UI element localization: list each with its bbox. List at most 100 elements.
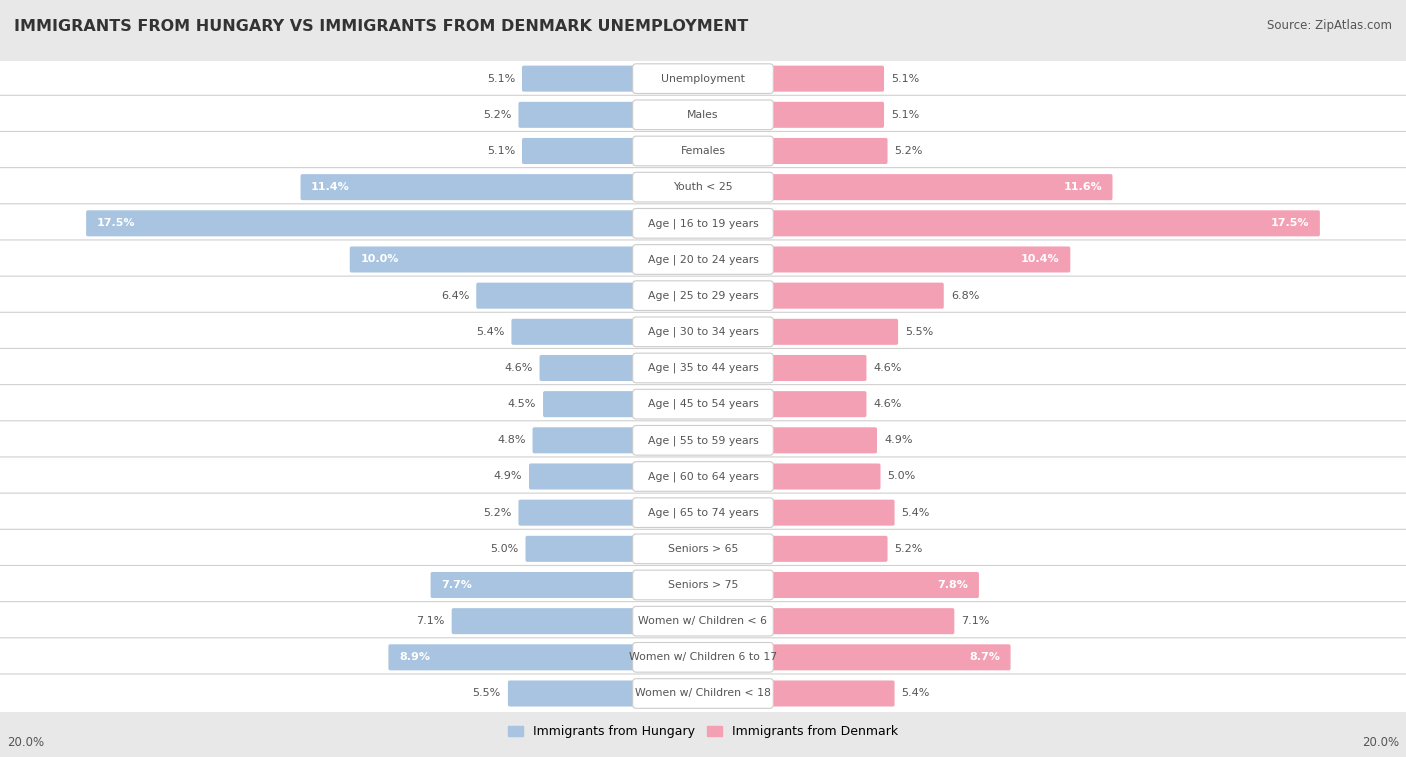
Text: 5.5%: 5.5% <box>472 689 501 699</box>
FancyBboxPatch shape <box>529 463 638 490</box>
Text: 7.1%: 7.1% <box>416 616 444 626</box>
FancyBboxPatch shape <box>768 463 880 490</box>
FancyBboxPatch shape <box>0 59 1406 98</box>
Text: Women w/ Children 6 to 17: Women w/ Children 6 to 17 <box>628 653 778 662</box>
FancyBboxPatch shape <box>0 132 1406 170</box>
FancyBboxPatch shape <box>540 355 638 381</box>
Text: 4.9%: 4.9% <box>494 472 522 481</box>
FancyBboxPatch shape <box>768 427 877 453</box>
FancyBboxPatch shape <box>768 536 887 562</box>
Text: Women w/ Children < 6: Women w/ Children < 6 <box>638 616 768 626</box>
Text: 8.9%: 8.9% <box>399 653 430 662</box>
FancyBboxPatch shape <box>768 681 894 706</box>
Text: Youth < 25: Youth < 25 <box>673 182 733 192</box>
FancyBboxPatch shape <box>0 385 1406 424</box>
FancyBboxPatch shape <box>768 174 1112 200</box>
FancyBboxPatch shape <box>768 644 1011 671</box>
Text: 4.9%: 4.9% <box>884 435 912 445</box>
FancyBboxPatch shape <box>633 643 773 672</box>
FancyBboxPatch shape <box>768 210 1320 236</box>
FancyBboxPatch shape <box>633 354 773 383</box>
FancyBboxPatch shape <box>633 389 773 419</box>
Text: 4.6%: 4.6% <box>873 363 901 373</box>
Text: 5.2%: 5.2% <box>484 110 512 120</box>
FancyBboxPatch shape <box>633 64 773 93</box>
Text: 10.4%: 10.4% <box>1021 254 1060 264</box>
Text: 5.4%: 5.4% <box>901 508 929 518</box>
Text: Age | 60 to 64 years: Age | 60 to 64 years <box>648 472 758 481</box>
Text: Women w/ Children < 18: Women w/ Children < 18 <box>636 689 770 699</box>
Text: Seniors > 75: Seniors > 75 <box>668 580 738 590</box>
FancyBboxPatch shape <box>388 644 638 671</box>
FancyBboxPatch shape <box>633 136 773 166</box>
Text: 5.2%: 5.2% <box>894 146 922 156</box>
FancyBboxPatch shape <box>0 457 1406 496</box>
FancyBboxPatch shape <box>768 355 866 381</box>
FancyBboxPatch shape <box>0 276 1406 315</box>
Text: 5.1%: 5.1% <box>486 73 515 83</box>
FancyBboxPatch shape <box>350 247 638 273</box>
Text: Age | 20 to 24 years: Age | 20 to 24 years <box>648 254 758 265</box>
Text: 5.0%: 5.0% <box>887 472 915 481</box>
FancyBboxPatch shape <box>301 174 638 200</box>
FancyBboxPatch shape <box>0 313 1406 351</box>
FancyBboxPatch shape <box>768 282 943 309</box>
FancyBboxPatch shape <box>0 638 1406 677</box>
FancyBboxPatch shape <box>0 529 1406 569</box>
FancyBboxPatch shape <box>768 391 866 417</box>
Text: 4.5%: 4.5% <box>508 399 536 409</box>
Text: IMMIGRANTS FROM HUNGARY VS IMMIGRANTS FROM DENMARK UNEMPLOYMENT: IMMIGRANTS FROM HUNGARY VS IMMIGRANTS FR… <box>14 19 748 34</box>
FancyBboxPatch shape <box>0 240 1406 279</box>
Text: 10.0%: 10.0% <box>360 254 399 264</box>
Text: 5.2%: 5.2% <box>894 544 922 554</box>
Text: Age | 65 to 74 years: Age | 65 to 74 years <box>648 507 758 518</box>
Text: Age | 45 to 54 years: Age | 45 to 54 years <box>648 399 758 410</box>
FancyBboxPatch shape <box>768 101 884 128</box>
FancyBboxPatch shape <box>0 565 1406 605</box>
FancyBboxPatch shape <box>0 421 1406 459</box>
FancyBboxPatch shape <box>0 602 1406 640</box>
Text: Females: Females <box>681 146 725 156</box>
Text: 5.2%: 5.2% <box>484 508 512 518</box>
FancyBboxPatch shape <box>768 608 955 634</box>
FancyBboxPatch shape <box>512 319 638 345</box>
FancyBboxPatch shape <box>768 138 887 164</box>
Text: 20.0%: 20.0% <box>1362 737 1399 749</box>
Text: Age | 25 to 29 years: Age | 25 to 29 years <box>648 291 758 301</box>
Text: 8.7%: 8.7% <box>969 653 1000 662</box>
FancyBboxPatch shape <box>533 427 638 453</box>
Legend: Immigrants from Hungary, Immigrants from Denmark: Immigrants from Hungary, Immigrants from… <box>503 720 903 743</box>
Text: Age | 30 to 34 years: Age | 30 to 34 years <box>648 326 758 337</box>
FancyBboxPatch shape <box>477 282 638 309</box>
FancyBboxPatch shape <box>768 500 894 525</box>
FancyBboxPatch shape <box>86 210 638 236</box>
FancyBboxPatch shape <box>0 674 1406 713</box>
Text: 5.5%: 5.5% <box>905 327 934 337</box>
FancyBboxPatch shape <box>0 348 1406 388</box>
Text: 7.1%: 7.1% <box>962 616 990 626</box>
FancyBboxPatch shape <box>526 536 638 562</box>
FancyBboxPatch shape <box>633 317 773 347</box>
FancyBboxPatch shape <box>0 493 1406 532</box>
Text: 11.4%: 11.4% <box>311 182 350 192</box>
FancyBboxPatch shape <box>633 498 773 528</box>
FancyBboxPatch shape <box>633 173 773 202</box>
FancyBboxPatch shape <box>451 608 638 634</box>
Text: 4.6%: 4.6% <box>505 363 533 373</box>
FancyBboxPatch shape <box>633 281 773 310</box>
Text: 6.4%: 6.4% <box>441 291 470 301</box>
FancyBboxPatch shape <box>430 572 638 598</box>
Text: 4.8%: 4.8% <box>496 435 526 445</box>
Text: 20.0%: 20.0% <box>7 737 44 749</box>
FancyBboxPatch shape <box>519 500 638 525</box>
Text: Unemployment: Unemployment <box>661 73 745 83</box>
FancyBboxPatch shape <box>633 606 773 636</box>
FancyBboxPatch shape <box>768 319 898 345</box>
FancyBboxPatch shape <box>768 572 979 598</box>
Text: 17.5%: 17.5% <box>97 218 135 229</box>
Text: 5.1%: 5.1% <box>486 146 515 156</box>
Text: Age | 16 to 19 years: Age | 16 to 19 years <box>648 218 758 229</box>
Text: Seniors > 65: Seniors > 65 <box>668 544 738 554</box>
Text: Age | 35 to 44 years: Age | 35 to 44 years <box>648 363 758 373</box>
Text: 5.1%: 5.1% <box>891 73 920 83</box>
